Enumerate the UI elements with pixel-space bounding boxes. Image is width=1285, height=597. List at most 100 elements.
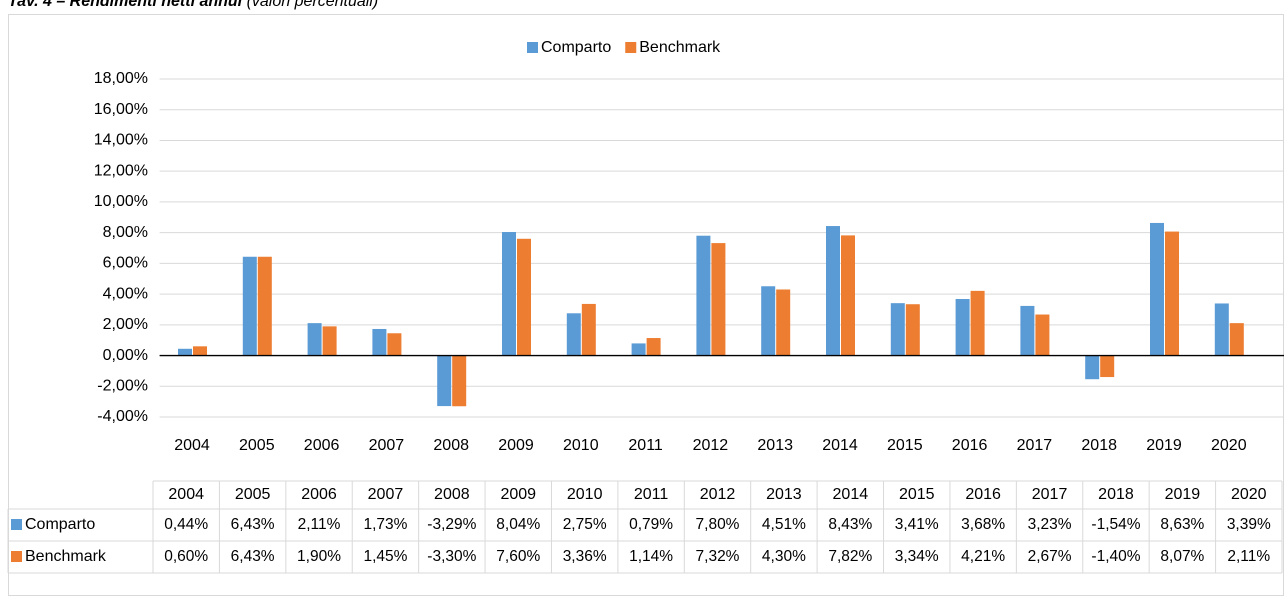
table-value: 3,23% [1028, 516, 1072, 533]
y-tick-label: 0,00% [103, 347, 148, 364]
table-value: 6,43% [231, 516, 275, 533]
x-tick-label: 2014 [822, 437, 858, 454]
bar [1214, 303, 1229, 356]
legend-swatch [625, 42, 637, 53]
table-header: 2014 [833, 486, 869, 503]
bar [1100, 355, 1115, 378]
y-tick-label: -2,00% [97, 377, 148, 394]
bar [1035, 314, 1050, 356]
table-header: 2015 [899, 486, 935, 503]
table-value: 2,11% [1227, 548, 1270, 565]
table-value: 4,51% [762, 516, 806, 533]
x-tick-label: 2020 [1211, 437, 1247, 454]
table-value: 1,45% [363, 548, 407, 565]
table-value: 1,90% [297, 548, 341, 565]
table-value: 8,63% [1160, 516, 1204, 533]
y-tick-label: 2,00% [103, 316, 148, 333]
table-row-label: Comparto [25, 516, 95, 533]
table-value: 7,32% [696, 548, 740, 565]
bar [761, 286, 776, 356]
y-tick-label: 10,00% [94, 193, 148, 210]
bar [178, 348, 192, 356]
y-tick-label: -4,00% [97, 408, 148, 425]
x-tick-label: 2007 [369, 437, 405, 454]
table-header: 2006 [301, 486, 337, 503]
bar [566, 313, 581, 356]
chart-frame [8, 14, 1284, 596]
bar [711, 243, 726, 356]
x-tick-label: 2004 [174, 437, 210, 454]
table-header: 2019 [1165, 486, 1201, 503]
table-value: 0,44% [164, 516, 208, 533]
table-header: 2011 [634, 486, 669, 503]
table-header: 2018 [1098, 486, 1134, 503]
x-tick-label: 2016 [952, 437, 988, 454]
x-tick-label: 2015 [887, 437, 923, 454]
bar [242, 256, 257, 356]
bar [322, 326, 337, 356]
table-swatch [11, 519, 22, 530]
bar [970, 290, 985, 356]
bar [1150, 222, 1164, 356]
table-header: 2004 [168, 486, 204, 503]
table-header: 2005 [235, 486, 271, 503]
table-value: 8,43% [828, 516, 872, 533]
y-tick-label: 8,00% [103, 224, 148, 241]
bar [437, 355, 452, 407]
table-value: 7,80% [696, 516, 740, 533]
bar [646, 338, 661, 356]
x-tick-label: 2008 [433, 437, 469, 454]
x-tick-label: 2009 [498, 437, 534, 454]
table-value: 7,82% [828, 548, 872, 565]
table-value: 3,41% [895, 516, 939, 533]
table-value: 0,60% [164, 548, 208, 565]
x-tick-label: 2018 [1081, 437, 1117, 454]
table-value: 2,11% [298, 516, 341, 533]
table-value: 2,67% [1028, 548, 1072, 565]
bar [502, 232, 516, 356]
x-tick-label: 2005 [239, 437, 275, 454]
table-header: 2017 [1032, 486, 1068, 503]
bar [193, 346, 207, 356]
bar [826, 226, 840, 356]
y-tick-label: 6,00% [103, 255, 148, 272]
table-value: 8,04% [496, 516, 540, 533]
x-tick-label: 2006 [304, 437, 340, 454]
table-header: 2009 [500, 486, 536, 503]
bar [372, 328, 387, 356]
table-value: 2,75% [563, 516, 607, 533]
table-value: -3,29% [427, 516, 476, 533]
bar [581, 303, 596, 356]
bar [890, 303, 905, 356]
x-tick-label: 2013 [757, 437, 793, 454]
bar [452, 355, 467, 407]
bar [631, 343, 646, 356]
table-value: 7,60% [496, 548, 540, 565]
table-header: 2008 [434, 486, 470, 503]
x-tick-label: 2012 [693, 437, 729, 454]
bar [517, 238, 531, 356]
table-value: -3,30% [427, 548, 476, 565]
bar [1165, 231, 1179, 356]
table-header: 2016 [965, 486, 1001, 503]
x-tick-label: 2017 [1017, 437, 1053, 454]
bar [955, 299, 970, 356]
bar [1229, 323, 1244, 356]
legend-label: Benchmark [639, 39, 721, 56]
chart-title: Tav. 4 – Rendimenti netti annui (valori … [8, 0, 378, 10]
y-tick-label: 4,00% [103, 285, 148, 302]
bar [696, 235, 711, 356]
bar [307, 323, 322, 356]
y-tick-label: 12,00% [94, 162, 148, 179]
table-value: 4,21% [961, 548, 1005, 565]
table-value: 3,34% [895, 548, 939, 565]
table-header: 2020 [1231, 486, 1267, 503]
bar [841, 235, 855, 356]
bar [1085, 355, 1100, 380]
table-swatch [11, 551, 22, 562]
x-tick-label: 2010 [563, 437, 599, 454]
title: Tav. 4 – Rendimenti netti annui [8, 0, 243, 10]
table-value: 6,43% [231, 548, 275, 565]
table-value: 3,39% [1227, 516, 1271, 533]
table-header: 2007 [368, 486, 404, 503]
